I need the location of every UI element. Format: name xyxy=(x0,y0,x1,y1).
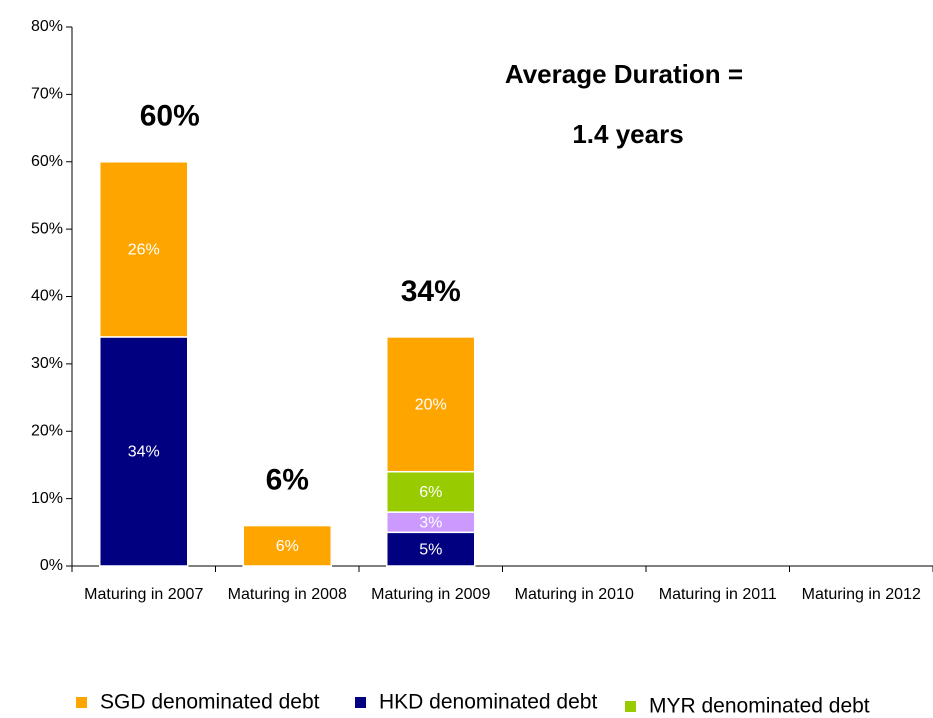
data-label: 26% xyxy=(128,242,160,259)
x-tick-label: Maturing in 2009 xyxy=(371,586,491,603)
data-label: 5% xyxy=(419,541,442,558)
bar-segment xyxy=(99,161,189,338)
x-tick-label: Maturing in 2008 xyxy=(227,586,347,603)
legend-swatch xyxy=(625,701,636,712)
x-tick-label: Maturing in 2010 xyxy=(514,586,634,603)
bar-segment xyxy=(386,336,476,473)
legend-swatch xyxy=(355,697,366,708)
legend-label: HKD denominated debt xyxy=(379,691,597,714)
total-label: 34% xyxy=(401,275,461,308)
legend-label: MYR denominated debt xyxy=(649,695,870,718)
y-tick-label: 60% xyxy=(31,153,63,170)
y-tick-label: 50% xyxy=(31,220,63,237)
bar-segment xyxy=(386,531,476,567)
data-label: 6% xyxy=(276,538,299,555)
y-tick-label: 70% xyxy=(31,86,63,103)
legend-label: SGD denominated debt xyxy=(100,691,320,714)
x-tick-label: Maturing in 2012 xyxy=(801,586,921,603)
annotation: Average Duration = xyxy=(505,59,743,89)
bar-segment xyxy=(386,470,476,513)
bar-segment xyxy=(99,336,189,567)
data-label: 3% xyxy=(419,514,442,531)
bar-segment xyxy=(242,524,332,567)
x-tick-label: Maturing in 2007 xyxy=(84,586,204,603)
x-tick-label: Maturing in 2011 xyxy=(658,586,777,603)
data-label: 20% xyxy=(415,397,447,414)
y-tick-label: 30% xyxy=(31,355,63,372)
y-tick-label: 40% xyxy=(31,288,63,305)
total-label: 60% xyxy=(140,100,200,133)
y-tick-label: 80% xyxy=(31,18,63,35)
y-tick-label: 0% xyxy=(40,557,63,574)
total-label: 6% xyxy=(266,463,309,496)
y-tick-label: 20% xyxy=(31,422,63,439)
data-label: 34% xyxy=(128,444,160,461)
y-tick-label: 10% xyxy=(31,490,63,507)
annotation: 1.4 years xyxy=(572,119,683,149)
legend-swatch xyxy=(76,697,87,708)
data-label: 6% xyxy=(419,484,442,501)
